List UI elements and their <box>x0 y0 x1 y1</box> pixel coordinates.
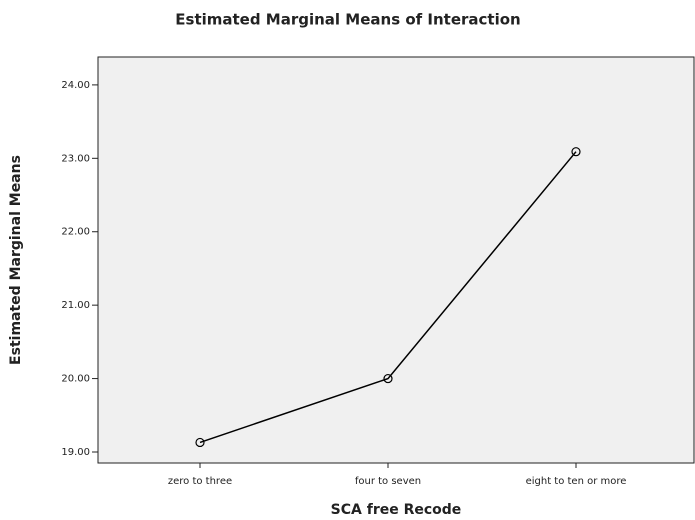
y-tick-label: 24.00 <box>61 80 90 91</box>
y-axis-title: Estimated Marginal Means <box>8 155 24 365</box>
line <box>199 151 577 444</box>
marker <box>383 373 393 384</box>
marker <box>571 147 581 157</box>
y-tick-label: 20.00 <box>61 374 90 385</box>
y-tick-label: 19.00 <box>61 447 90 458</box>
y-tick-label: 22.00 <box>61 227 90 238</box>
y-tick-label: 21.00 <box>61 300 90 311</box>
x-tick-label: four to seven <box>355 476 421 487</box>
marker <box>195 437 205 448</box>
chart-title: Estimated Marginal Means of Interaction <box>175 11 520 29</box>
x-tick-label: eight to ten or more <box>526 476 627 487</box>
plot-area <box>97 56 695 464</box>
x-tick-label: zero to three <box>168 476 232 487</box>
y-tick-label: 23.00 <box>61 153 90 164</box>
x-axis-title: SCA free Recode <box>331 502 462 518</box>
